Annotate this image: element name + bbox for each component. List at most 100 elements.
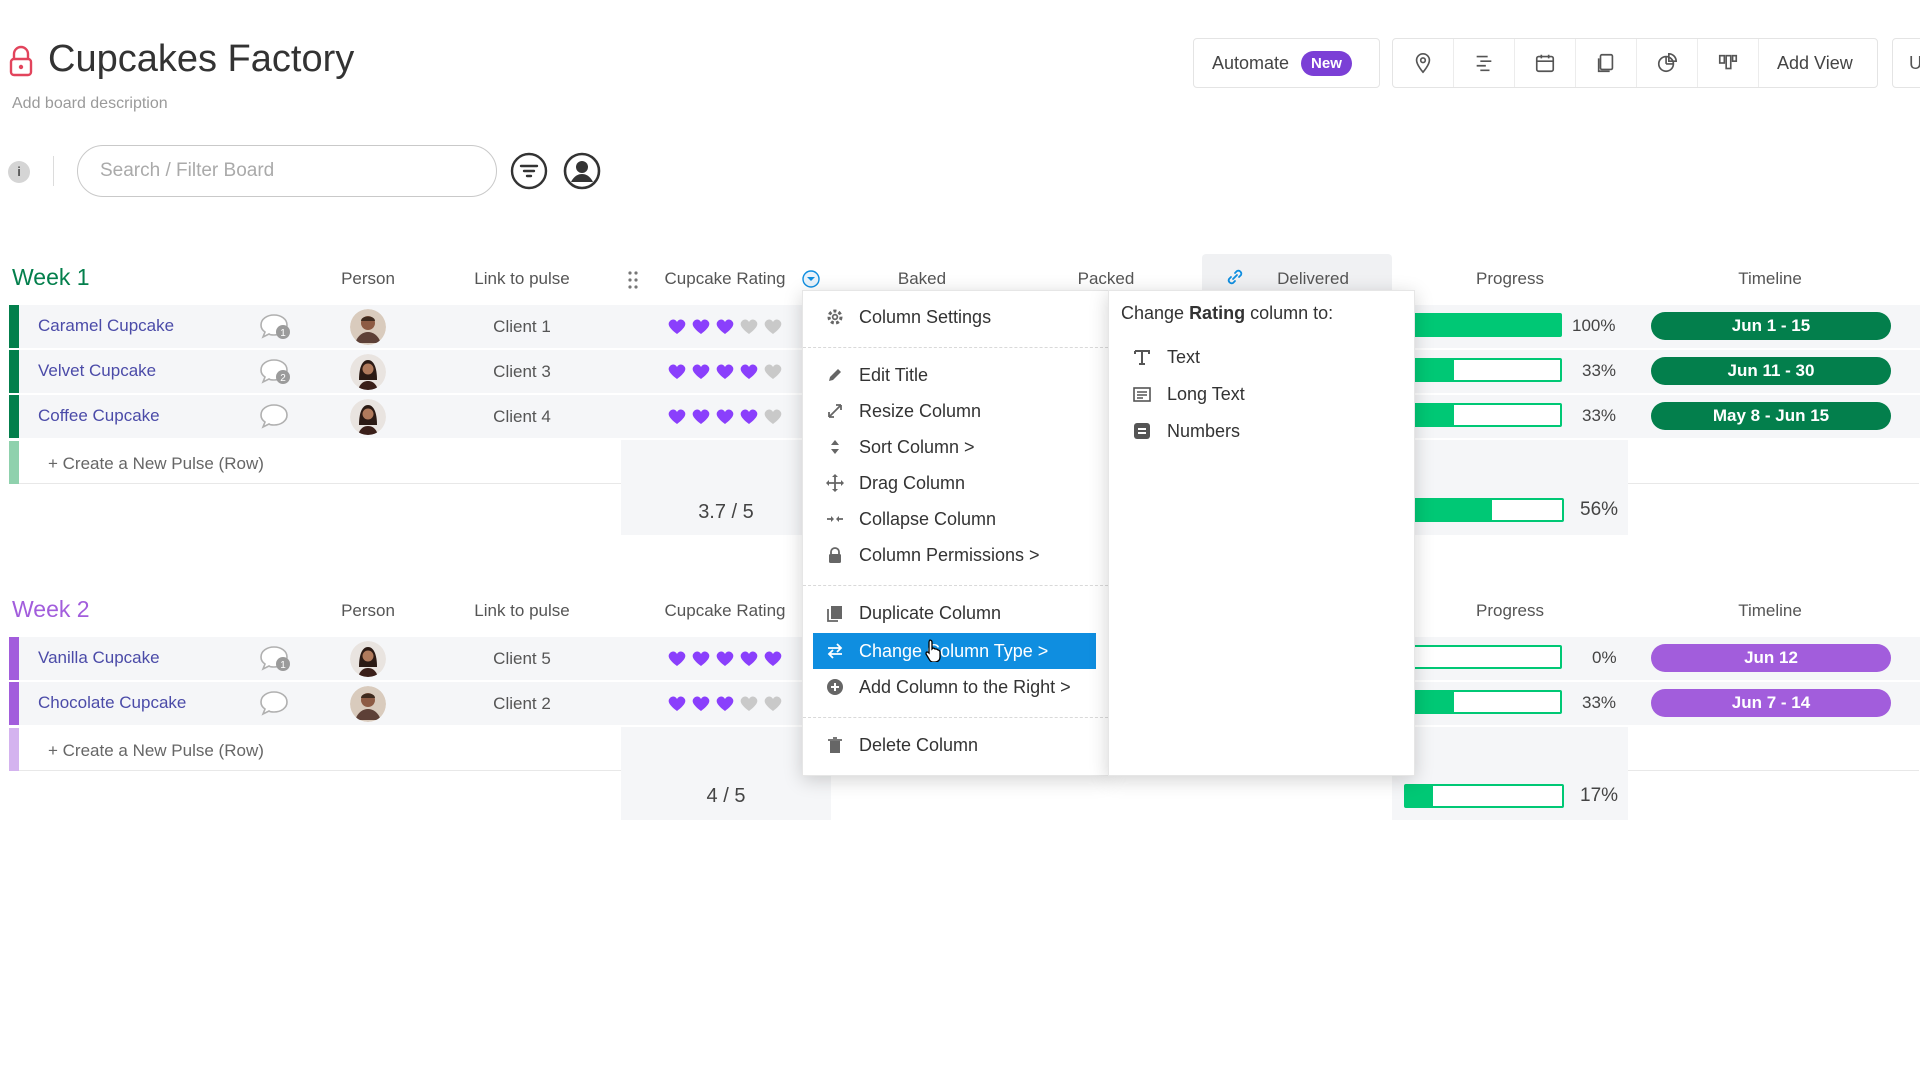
menu-item-add-column-right[interactable]: Add Column to the Right > [803, 669, 1108, 705]
heart-empty-icon[interactable] [763, 362, 783, 380]
updates-bubble-icon[interactable]: 1 [258, 644, 292, 674]
heart-filled-icon[interactable] [739, 407, 759, 425]
heart-filled-icon[interactable] [739, 649, 759, 667]
drag-handle-icon[interactable] [627, 270, 639, 290]
calendar-icon[interactable] [1515, 39, 1576, 87]
filter-icon[interactable] [510, 152, 548, 190]
heart-filled-icon[interactable] [691, 694, 711, 712]
automate-button[interactable]: Automate New [1193, 38, 1380, 88]
rating-cell[interactable] [667, 317, 783, 335]
heart-filled-icon[interactable] [691, 649, 711, 667]
avatar[interactable] [350, 641, 386, 677]
add-view-button[interactable]: Add View [1777, 52, 1853, 73]
kanban-icon[interactable] [1698, 39, 1759, 87]
rating-cell[interactable] [667, 407, 783, 425]
avatar[interactable] [350, 309, 386, 345]
create-pulse-button[interactable]: + Create a New Pulse (Row) [48, 454, 264, 473]
timeline-pill[interactable]: Jun 7 - 14 [1651, 689, 1891, 717]
board-description[interactable]: Add board description [12, 95, 168, 112]
column-header-packed[interactable]: Packed [1077, 269, 1135, 288]
column-header-timeline[interactable]: Timeline [1738, 269, 1802, 288]
heart-filled-icon[interactable] [691, 317, 711, 335]
avatar[interactable] [350, 399, 386, 435]
rating-cell[interactable] [667, 694, 783, 712]
item-name[interactable]: Chocolate Cupcake [38, 693, 187, 712]
heart-filled-icon[interactable] [763, 649, 783, 667]
column-dropdown-icon[interactable] [802, 270, 820, 288]
column-header-person[interactable]: Person [341, 601, 395, 620]
heart-filled-icon[interactable] [691, 407, 711, 425]
column-header-timeline[interactable]: Timeline [1738, 601, 1802, 620]
heart-filled-icon[interactable] [667, 362, 687, 380]
menu-item-duplicate-column[interactable]: Duplicate Column [803, 595, 1108, 631]
item-name[interactable]: Coffee Cupcake [38, 406, 160, 425]
timeline-pill[interactable]: Jun 11 - 30 [1651, 357, 1891, 385]
column-header-link[interactable]: Link to pulse [474, 269, 570, 288]
heart-filled-icon[interactable] [715, 317, 735, 335]
heart-empty-icon[interactable] [763, 317, 783, 335]
heart-filled-icon[interactable] [715, 362, 735, 380]
timeline-pill[interactable]: May 8 - Jun 15 [1651, 402, 1891, 430]
group-title-week-2[interactable]: Week 2 [12, 596, 90, 622]
link-cell[interactable]: Client 5 [493, 648, 551, 668]
map-pin-icon[interactable] [1393, 39, 1454, 87]
info-icon[interactable]: i [8, 161, 30, 183]
column-header-progress[interactable]: Progress [1475, 601, 1545, 620]
updates-bubble-icon[interactable]: 1 [258, 312, 292, 342]
link-cell[interactable]: Client 3 [493, 361, 551, 381]
column-header-rating[interactable]: Cupcake Rating [664, 269, 786, 288]
heart-filled-icon[interactable] [715, 407, 735, 425]
heart-filled-icon[interactable] [667, 649, 687, 667]
menu-item-edit-title[interactable]: Edit Title [803, 357, 1108, 393]
menu-item-drag-column[interactable]: Drag Column [803, 465, 1108, 501]
item-name[interactable]: Vanilla Cupcake [38, 648, 160, 667]
gantt-icon[interactable] [1454, 39, 1515, 87]
heart-filled-icon[interactable] [739, 362, 759, 380]
heart-empty-icon[interactable] [739, 694, 759, 712]
updates-bubble-icon[interactable]: 2 [258, 357, 292, 387]
truncated-header-button[interactable]: U [1892, 38, 1920, 88]
person-filter-icon[interactable] [563, 152, 601, 190]
menu-item-collapse-column[interactable]: Collapse Column [803, 501, 1108, 537]
heart-filled-icon[interactable] [715, 694, 735, 712]
heart-empty-icon[interactable] [763, 694, 783, 712]
updates-bubble-icon[interactable] [258, 689, 292, 719]
heart-filled-icon[interactable] [691, 362, 711, 380]
files-icon[interactable] [1576, 39, 1637, 87]
menu-item-column-settings[interactable]: Column Settings [803, 299, 1108, 335]
column-header-baked[interactable]: Baked [897, 269, 947, 288]
menu-item-delete-column[interactable]: Delete Column [803, 727, 1108, 763]
type-option-long-text[interactable]: Long Text [1131, 379, 1245, 409]
menu-item-sort-column[interactable]: Sort Column > [803, 429, 1108, 465]
heart-filled-icon[interactable] [667, 317, 687, 335]
rating-cell[interactable] [667, 649, 783, 667]
item-name[interactable]: Caramel Cupcake [38, 316, 175, 335]
menu-item-change-column-type[interactable]: Change Column Type > [813, 633, 1096, 669]
board-title[interactable]: Cupcakes Factory [48, 38, 355, 80]
heart-empty-icon[interactable] [739, 317, 759, 335]
column-header-delivered[interactable]: Delivered [1277, 269, 1349, 288]
timeline-pill[interactable]: Jun 12 [1651, 644, 1891, 672]
heart-empty-icon[interactable] [763, 407, 783, 425]
updates-bubble-icon[interactable] [258, 402, 292, 432]
link-cell[interactable]: Client 1 [493, 316, 551, 336]
heart-filled-icon[interactable] [715, 649, 735, 667]
type-option-numbers[interactable]: Numbers [1131, 416, 1240, 446]
link-cell[interactable]: Client 4 [493, 406, 551, 426]
type-option-text[interactable]: Text [1131, 342, 1200, 372]
search-input[interactable] [77, 145, 497, 197]
menu-item-resize-column[interactable]: Resize Column [803, 393, 1108, 429]
column-header-person[interactable]: Person [341, 269, 395, 288]
link-cell[interactable]: Client 2 [493, 693, 551, 713]
create-pulse-button[interactable]: + Create a New Pulse (Row) [48, 741, 264, 760]
menu-item-column-permissions[interactable]: Column Permissions > [803, 537, 1108, 573]
chart-icon[interactable] [1637, 39, 1698, 87]
column-header-link[interactable]: Link to pulse [474, 601, 570, 620]
timeline-pill[interactable]: Jun 1 - 15 [1651, 312, 1891, 340]
heart-filled-icon[interactable] [667, 407, 687, 425]
item-name[interactable]: Velvet Cupcake [38, 361, 157, 380]
avatar[interactable] [350, 354, 386, 390]
column-header-rating[interactable]: Cupcake Rating [664, 601, 786, 620]
column-header-progress[interactable]: Progress [1475, 269, 1545, 288]
lock-icon[interactable] [8, 44, 34, 78]
